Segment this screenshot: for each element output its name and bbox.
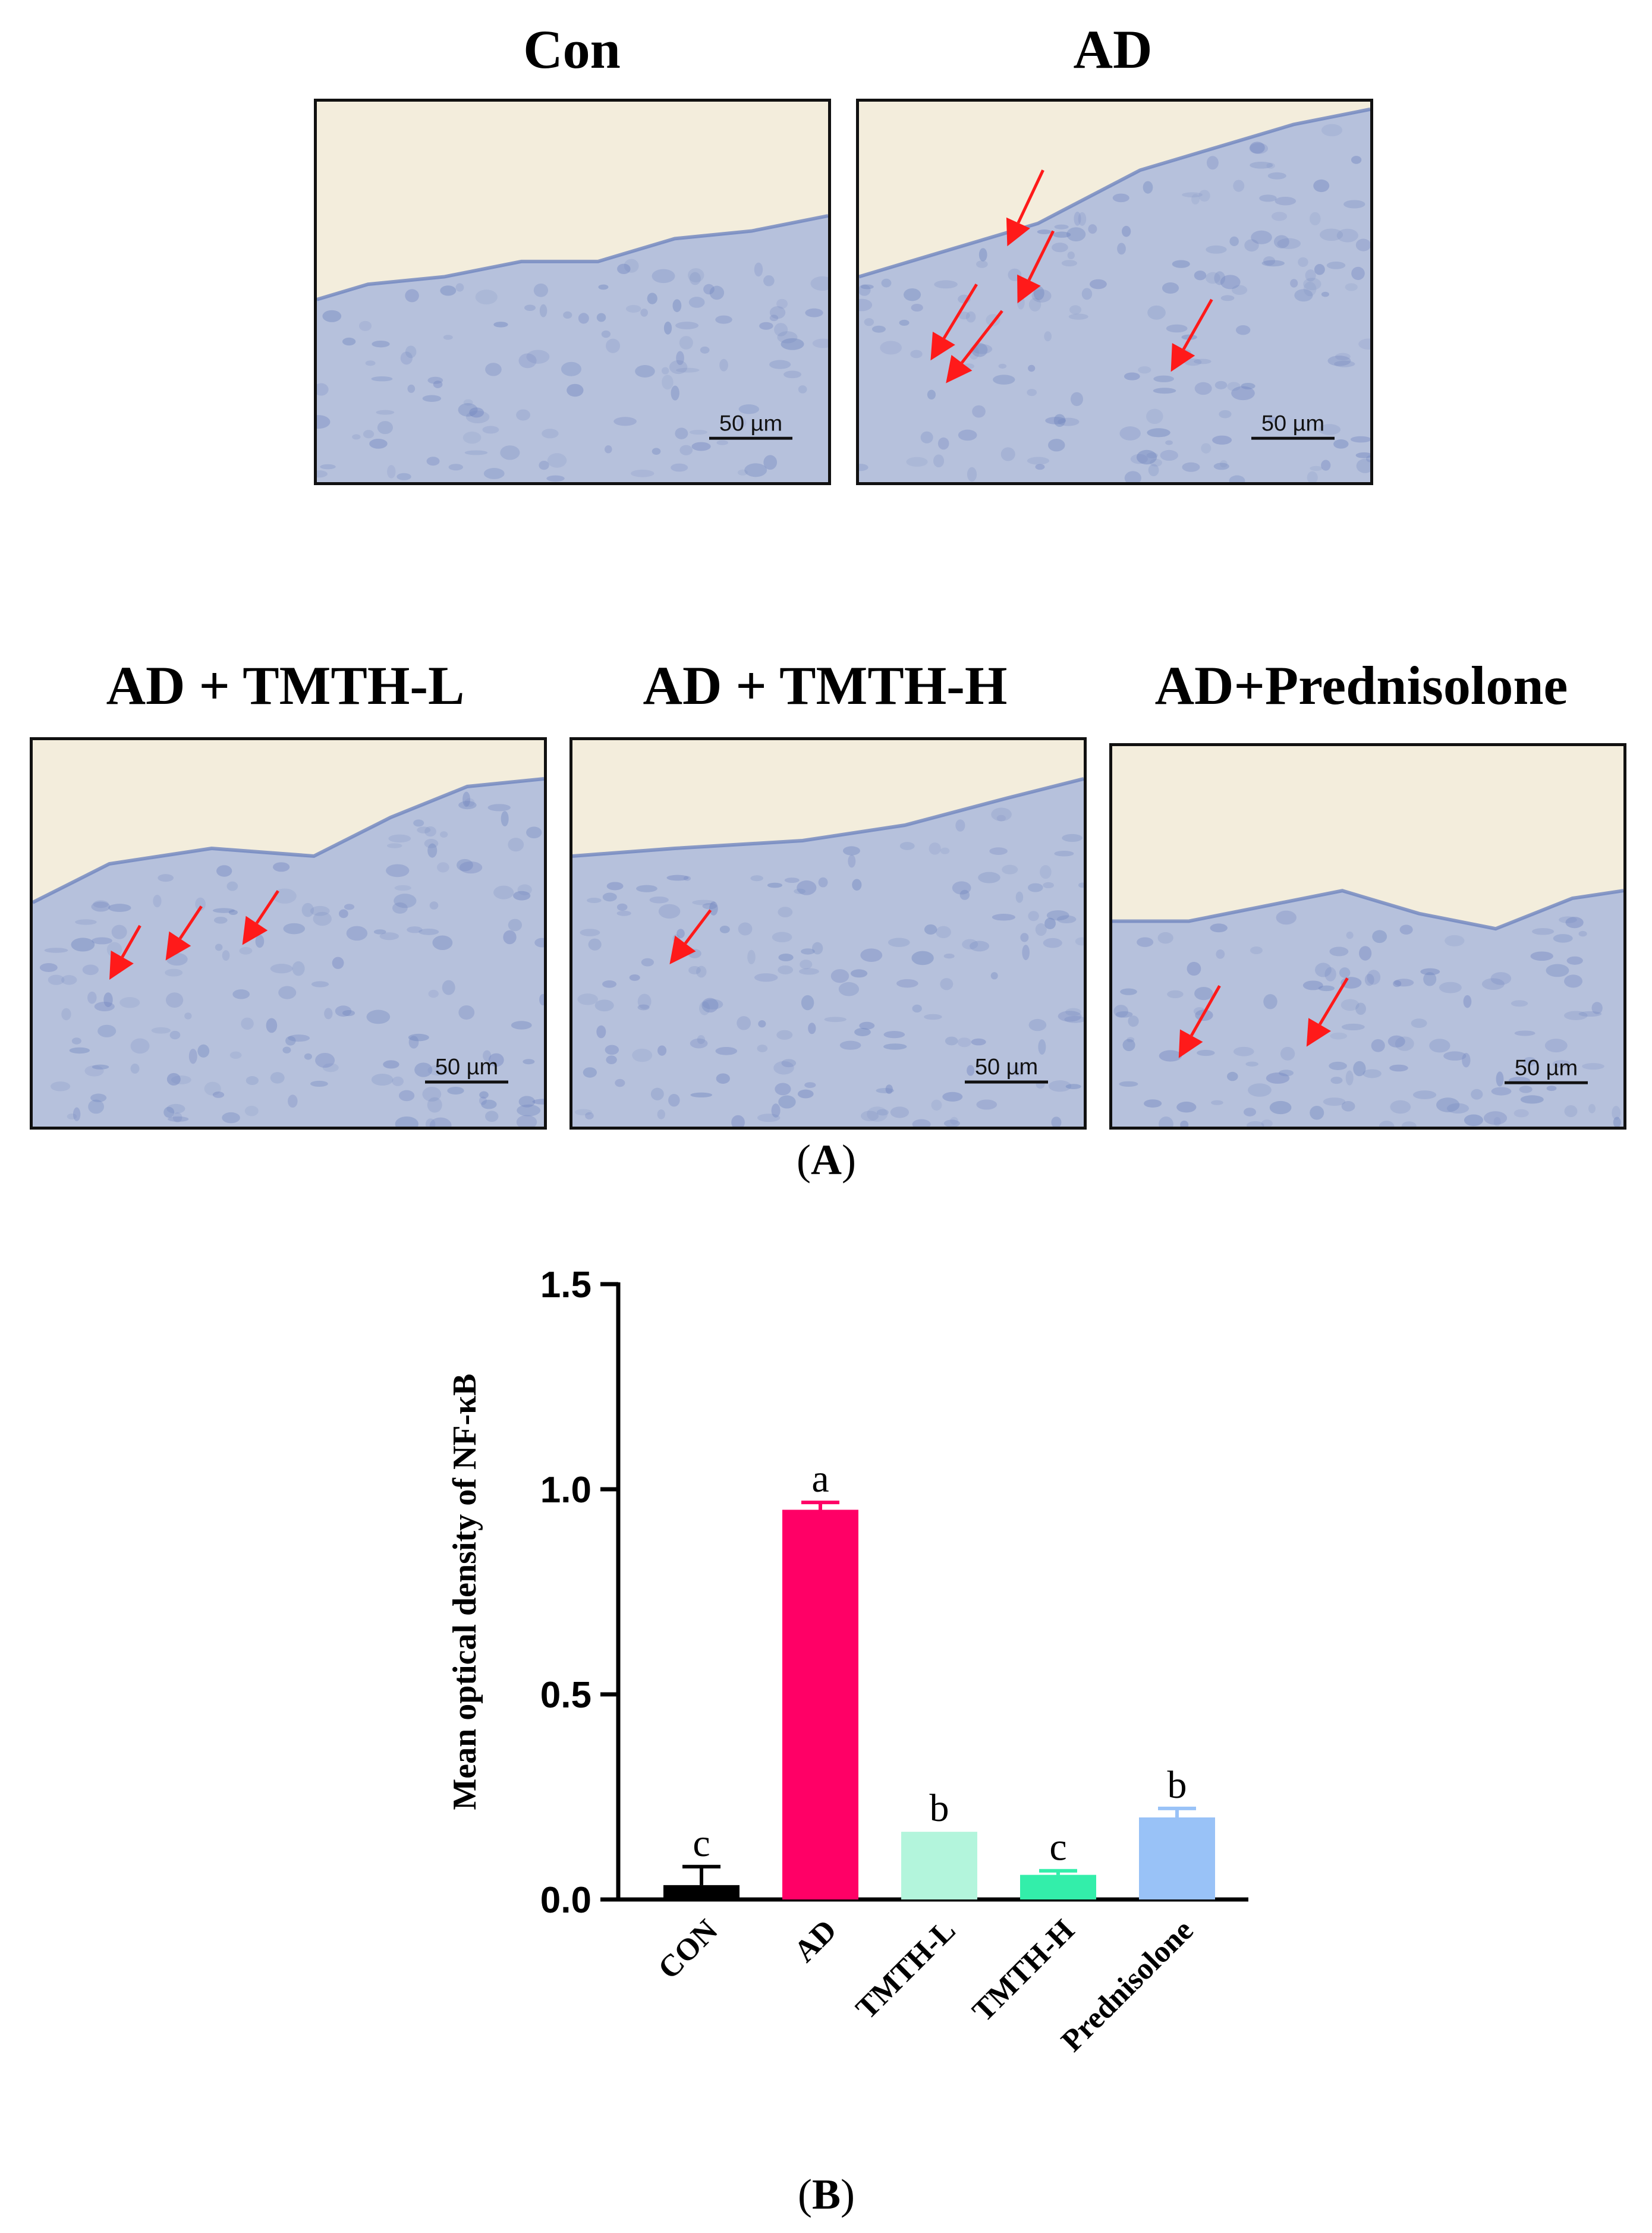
error-bar xyxy=(801,1501,839,1510)
red-arrow-marker xyxy=(930,283,978,361)
image-title-ad-tmth-l: AD + TMTH-L xyxy=(106,655,465,716)
significance-label: c xyxy=(693,1822,710,1865)
scale-bar: 50 µm xyxy=(425,1055,508,1084)
significance-label: a xyxy=(811,1457,829,1501)
micrograph-image: 50 µm xyxy=(572,740,1084,1127)
bar-tmth-h xyxy=(1020,1875,1096,1899)
scale-bar-label: 50 µm xyxy=(1261,411,1324,436)
scale-bar-label: 50 µm xyxy=(435,1055,498,1080)
error-bar xyxy=(1039,1869,1077,1875)
image-title-ad-prednisolone: AD+Prednisolone xyxy=(1154,655,1568,716)
red-arrow-marker xyxy=(109,924,141,980)
scale-bar-label: 50 µm xyxy=(975,1055,1038,1080)
micrograph-image: 50 µm xyxy=(33,740,544,1127)
red-arrow-marker xyxy=(1170,298,1213,372)
scale-bar: 50 µm xyxy=(1505,1055,1588,1084)
x-tick-label: TMTH-H xyxy=(966,1913,1081,2028)
scale-bar-label: 50 µm xyxy=(1515,1055,1578,1080)
red-arrow-marker xyxy=(669,909,712,964)
tissue-region xyxy=(572,779,1084,1127)
red-arrow-marker xyxy=(946,310,1003,383)
micrograph-ad-prednisolone: 50 µm xyxy=(1109,743,1626,1130)
nfkb-bar-chart: 0.0 0.5 1.0 1.5 Mean optical density of NF-κ… xyxy=(446,1265,1248,2058)
y-tick-label: 0.5 xyxy=(540,1675,591,1716)
red-arrow-marker xyxy=(1178,985,1221,1058)
tissue-region xyxy=(317,216,828,482)
image-title-ad: AD xyxy=(1073,19,1153,80)
x-tick-label: CON xyxy=(652,1913,724,1986)
micrograph-image: 50 µm xyxy=(317,102,828,482)
significance-label: b xyxy=(930,1787,949,1830)
error-bar xyxy=(682,1864,720,1885)
y-tick-label: 1.5 xyxy=(540,1265,591,1306)
red-arrow-marker xyxy=(1006,169,1044,247)
scale-bar: 50 µm xyxy=(709,411,792,440)
micrograph-con: 50 µm xyxy=(314,99,831,485)
micrograph-image: 50 µm xyxy=(859,102,1370,482)
bar-ad xyxy=(782,1509,858,1899)
tissue-region xyxy=(33,779,544,1127)
x-tick-label: TMTH-L xyxy=(849,1913,962,2026)
scale-bar-label: 50 µm xyxy=(719,411,782,436)
red-arrow-marker xyxy=(1306,977,1349,1047)
scale-bar: 50 µm xyxy=(1251,411,1335,440)
significance-label: c xyxy=(1049,1826,1066,1869)
micrograph-ad: 50 µm xyxy=(856,99,1373,485)
x-tick-label: AD xyxy=(788,1913,843,1968)
image-title-ad-tmth-h: AD + TMTH-H xyxy=(643,655,1008,716)
micrograph-image: 50 µm xyxy=(1112,746,1623,1127)
error-bar xyxy=(1158,1806,1196,1817)
y-tick-label: 0.0 xyxy=(540,1880,591,1921)
bar-con xyxy=(663,1885,740,1899)
tissue-region xyxy=(859,109,1370,482)
bar-prednisolone xyxy=(1139,1817,1215,1899)
y-tick-label: 1.0 xyxy=(540,1470,591,1511)
bar-tmth-l xyxy=(901,1832,977,1899)
micrograph-ad-tmth-h: 50 µm xyxy=(569,737,1087,1130)
image-title-con: Con xyxy=(523,19,621,80)
tissue-region xyxy=(1112,891,1623,1127)
significance-label: b xyxy=(1168,1763,1187,1807)
y-axis-title: Mean optical density of NF-κB xyxy=(446,1373,483,1810)
scale-bar: 50 µm xyxy=(965,1055,1048,1084)
panel-a-caption: (A) xyxy=(797,1136,856,1184)
panel-b-caption: (B) xyxy=(798,2171,855,2218)
micrograph-ad-tmth-l: 50 µm xyxy=(30,737,547,1130)
red-arrow-marker xyxy=(165,905,203,961)
red-arrow-marker xyxy=(242,890,279,945)
red-arrow-marker xyxy=(1017,230,1055,304)
